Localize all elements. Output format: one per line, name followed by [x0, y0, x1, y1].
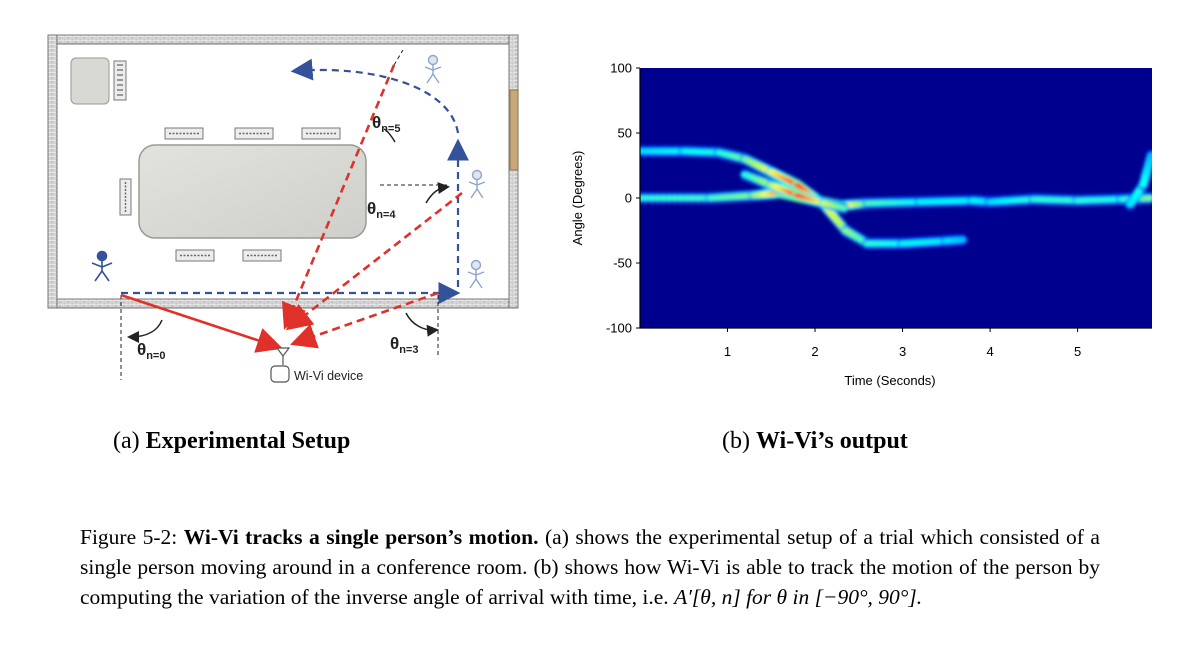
heatmap-cell-1: [958, 237, 967, 243]
subcaption-b-label: (b): [722, 428, 750, 454]
heatmap-cell-0: [659, 195, 668, 201]
reference-line: [393, 49, 404, 66]
wi-vi-output-heatmap: 100 50 0 -50 -100 1 2 3 4 5 Time (Seconds) Angle…: [570, 61, 1152, 388]
chair: [164, 127, 204, 140]
heatmap-tracks: [640, 145, 1152, 249]
subcaption-a-label: (a): [113, 428, 140, 454]
x-tick-label: 4: [986, 344, 993, 359]
x-tick-label: 2: [811, 344, 818, 359]
furniture: [70, 57, 367, 262]
subcaption-b: (b) Wi-Vi’s output: [722, 427, 908, 455]
y-tick-label: 100: [610, 61, 632, 76]
heatmap-cell-0: [1145, 195, 1152, 201]
y-tick-label: -50: [613, 256, 632, 271]
person-figure: [467, 259, 485, 289]
conference-table: [138, 144, 367, 239]
heatmap-cell-0: [694, 195, 703, 201]
x-tick-label: 5: [1074, 344, 1081, 359]
heatmap-cell-0: [647, 195, 656, 201]
heatmap-cell-0: [641, 195, 650, 201]
chair: [301, 127, 341, 140]
signal-lines: [120, 64, 463, 353]
heatmap-cell-0: [665, 195, 674, 201]
subcaption-b-title: Wi-Vi’s output: [755, 428, 908, 454]
subcaption-a: (a) Experimental Setup: [113, 427, 350, 455]
antenna-icon: [275, 347, 291, 357]
heatmap-cell-0: [671, 195, 680, 201]
chair: [113, 60, 127, 101]
y-axis-label: Angle (Degrees): [570, 151, 585, 246]
angle-label-n3: θn=3: [390, 334, 418, 356]
figure-caption: Figure 5-2: Wi-Vi tracks a single person…: [80, 522, 1100, 612]
x-tick-label: 3: [899, 344, 906, 359]
heatmap-cell-3: [1147, 152, 1152, 158]
subcaption-a-title: Experimental Setup: [145, 428, 351, 454]
heatmap-cell-0: [653, 195, 662, 201]
caption-prefix: Figure 5-2:: [80, 525, 184, 549]
caption-text: (a) shows the experimental setup of a tr…: [80, 525, 1100, 609]
angle-arcs: [127, 128, 450, 343]
heatmap-cell-0: [688, 195, 697, 201]
angle-label-n4: θn=4: [367, 199, 396, 221]
small-table: [70, 57, 110, 105]
chair: [234, 127, 274, 140]
person-figure: [468, 169, 486, 199]
y-tick-label: 50: [618, 126, 632, 141]
heatmap-cell-0: [676, 195, 685, 201]
y-axis-ticks: 100 50 0 -50 -100: [606, 61, 640, 336]
x-axis-label: Time (Seconds): [844, 373, 935, 388]
y-tick-label: -100: [606, 321, 632, 336]
y-tick-label: 0: [625, 191, 632, 206]
caption-bold: Wi-Vi tracks a single person’s motion.: [183, 525, 539, 549]
device-label: Wi-Vi device: [294, 369, 363, 383]
person-figure: [424, 54, 442, 84]
chair: [242, 249, 282, 262]
caption-math: A′[θ, n] for θ in [−90°, 90°].: [674, 585, 923, 609]
angle-label-n0: θn=0: [137, 340, 165, 362]
x-tick-label: 1: [724, 344, 731, 359]
heatmap-cell-2: [839, 205, 848, 211]
experimental-setup-diagram: Wi-Vi device θn=0 θn=3 θn=4 θn=5: [47, 34, 519, 383]
person-figure: [91, 250, 113, 282]
angle-label-n5: θn=5: [372, 113, 400, 135]
x-axis-ticks: 1 2 3 4 5: [724, 328, 1081, 359]
motion-path: [121, 58, 469, 304]
device-box: [270, 365, 290, 383]
chair: [175, 249, 215, 262]
wi-vi-device: Wi-Vi device: [270, 347, 363, 383]
chair: [119, 178, 132, 216]
door: [509, 89, 519, 171]
heatmap-cell-0: [682, 195, 691, 201]
